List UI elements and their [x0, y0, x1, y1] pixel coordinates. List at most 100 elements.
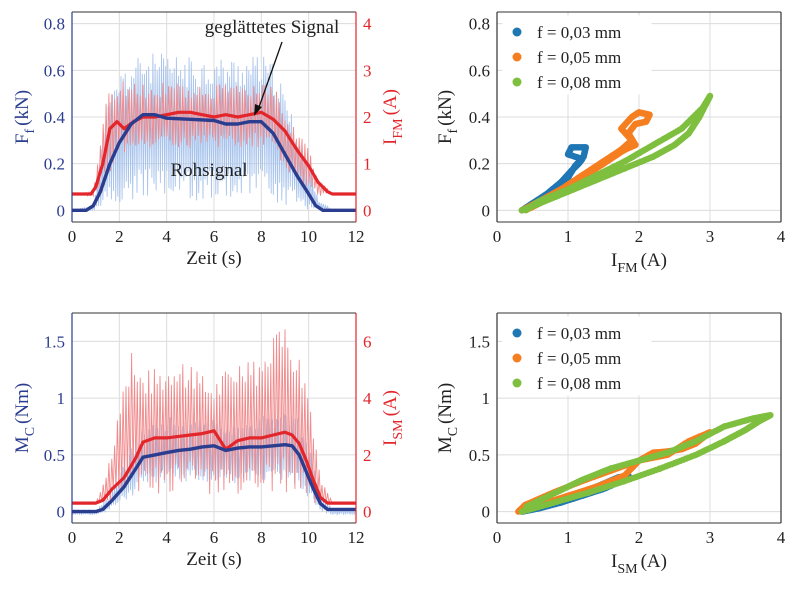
top-left-ytick-label: 0.4 [44, 108, 66, 127]
top-left-ytick-right-label: 4 [363, 15, 372, 34]
bottom-left-xtick-label: 8 [257, 528, 266, 547]
bottom-left-ylabel-left-text: MC (Nm) [12, 383, 38, 453]
top-right-ytick-label: 0.6 [469, 61, 490, 80]
top-right-ytick-label: 0.8 [469, 15, 490, 34]
bottom-right-xlabel-unit: (A) [641, 551, 667, 572]
top-left-xtick-label: 12 [348, 227, 365, 246]
bottom-right-chart: 0 1 2 3 400.511.5 f = 0,03 mmf = 0,05 mmf = 0… [435, 312, 786, 577]
top-right-legend-marker [512, 77, 522, 87]
top-left-ytick-label: 0.8 [44, 15, 65, 34]
bottom-left-ylabel-left-unit: (Nm) [12, 383, 33, 424]
top-left-ytick-right-label: 1 [363, 155, 372, 174]
top-left-ylabel-left-main: F [12, 133, 33, 144]
bottom-right-ylabel-unit: (Nm) [435, 383, 456, 424]
top-right-ylabel-text: Ff (kN) [435, 90, 461, 144]
bottom-left-ytick-label: 1.5 [44, 332, 65, 351]
bottom-left-ylabel-right: ISM (A) [380, 390, 406, 446]
top-left-ytick-right-label: 3 [363, 61, 372, 80]
bottom-left-xtick-label: 4 [162, 528, 171, 547]
bottom-left-xtick-label: 0 [68, 528, 77, 547]
top-left-ytick-right-label: 0 [363, 201, 372, 220]
bottom-right-ytick-label: 0 [482, 503, 491, 522]
bottom-left-ylabel-left: MC (Nm) [12, 383, 38, 453]
top-left-ylabel-left-sub: f [23, 128, 38, 133]
bottom-right-legend-marker [512, 378, 522, 388]
top-left-xtick-label: 0 [68, 227, 77, 246]
top-left-ytick-label: 0.2 [44, 155, 65, 174]
top-left-ylabel-right-sub: FM [391, 118, 406, 139]
annotation-raw-signal: Rohsignal [170, 160, 247, 181]
bottom-left-xtick-label: 2 [115, 528, 124, 547]
top-left-xtick-label: 2 [115, 227, 124, 246]
bottom-left-red-raw-signal [72, 329, 355, 504]
bottom-right-legend-marker [512, 353, 522, 363]
bottom-right-xtick-label: 4 [777, 528, 786, 547]
top-left-ylabel-right-main: I [380, 139, 401, 145]
top-left-xlabel: Zeit (s) [186, 248, 241, 269]
top-right-ytick-label: 0 [482, 201, 491, 220]
top-left-blue-smooth-line [72, 113, 356, 212]
bottom-left-ytick-label: 0 [57, 503, 66, 522]
annotation-arrow-line [257, 41, 283, 111]
top-right-legend-label: f = 0,08 mm [537, 73, 621, 92]
bottom-left-ytick-right-label: 6 [363, 332, 372, 351]
top-left-xtick-label: 6 [210, 227, 219, 246]
bottom-left-blue-smooth-line [72, 443, 356, 514]
bottom-left-ytick-right-label: 4 [363, 389, 372, 408]
bottom-left-ylabel-right-unit: (A) [380, 390, 401, 416]
top-right-point [522, 206, 530, 214]
bottom-left-ytick-right-label: 0 [363, 503, 372, 522]
bottom-right-legend-box [502, 316, 652, 396]
bottom-right-xtick-label: 3 [706, 528, 715, 547]
top-right-xlabel-main: I [611, 250, 617, 271]
top-right-legend-label: f = 0,03 mm [537, 23, 621, 42]
top-left-ytick-label: 0.6 [44, 61, 65, 80]
top-left-ylabel-left-unit: (kN) [12, 90, 33, 126]
top-right-chart: 0 1 2 3 4 0 0.2 0.4 0.6 0.8 f = 0,03 mm f = 0,05 mm… [435, 11, 786, 276]
bottom-right-legend-marker [512, 328, 522, 338]
bottom-left-xlabel: Zeit (s) [186, 549, 241, 570]
top-right-xtick-label: 3 [706, 227, 715, 246]
top-right-xlabel: IFM (A) [611, 250, 667, 276]
bottom-left-ytick-label: 1 [57, 389, 66, 408]
bottom-left-xtick-label: 12 [348, 528, 365, 547]
bottom-right-ylabel: MC (Nm) [435, 383, 461, 453]
bottom-right-xlabel-text: ISM (A) [611, 551, 667, 577]
top-right-ytick-label: 0.2 [469, 155, 490, 174]
bottom-left-xtick-label: 10 [300, 528, 317, 547]
top-left-ytick-right-label: 2 [363, 108, 372, 127]
bottom-left-xtick-label: 6 [210, 528, 219, 547]
top-left-ytick-label: 0 [57, 201, 66, 220]
annotation-smooth-signal: geglättetes Signal [205, 17, 340, 38]
bottom-right-ytick-label: 1 [482, 389, 491, 408]
top-left-ylabel-left-text: Ff (kN) [12, 90, 38, 144]
bottom-left-ylabel-left-sub: C [23, 427, 38, 436]
top-right-ylabel-unit: (kN) [435, 90, 456, 126]
bottom-right-ytick-label: 0.5 [469, 446, 490, 465]
bottom-left-ytick-right-label: 2 [363, 446, 372, 465]
bottom-right-ylabel-main: M [435, 436, 456, 453]
bottom-right-xtick-label: 1 [564, 528, 573, 547]
bottom-right-series-3 [518, 412, 774, 515]
top-right-legend-box [502, 15, 652, 95]
bottom-right-ylabel-sub: C [446, 427, 461, 436]
bottom-right-ylabel-text: MC (Nm) [435, 383, 461, 453]
bottom-right-legend-label: f = 0,08 mm [537, 374, 621, 393]
bottom-right-ytick-label: 1.5 [469, 332, 490, 351]
top-right-xtick-label: 2 [635, 227, 644, 246]
top-right-legend: f = 0,03 mm f = 0,05 mm f = 0,08 mm [502, 15, 652, 95]
top-left-ylabel-right-text: IFM (A) [380, 89, 406, 145]
top-right-legend-label: f = 0,05 mm [537, 48, 621, 67]
bottom-right-xtick-label: 2 [635, 528, 644, 547]
bottom-right-legend-label: f = 0,03 mm [537, 324, 621, 343]
top-right-legend-marker [512, 27, 522, 37]
bottom-left-ylabel-left-main: M [12, 436, 33, 453]
top-left-ylabel-right: IFM (A) [380, 89, 406, 145]
top-left-xtick-label: 8 [257, 227, 266, 246]
annotation-arrow-head [254, 104, 262, 116]
bottom-left-ylabel-right-main: I [380, 440, 401, 446]
top-right-series-1 [518, 144, 589, 214]
bottom-right-xtick-label: 0 [493, 528, 502, 547]
